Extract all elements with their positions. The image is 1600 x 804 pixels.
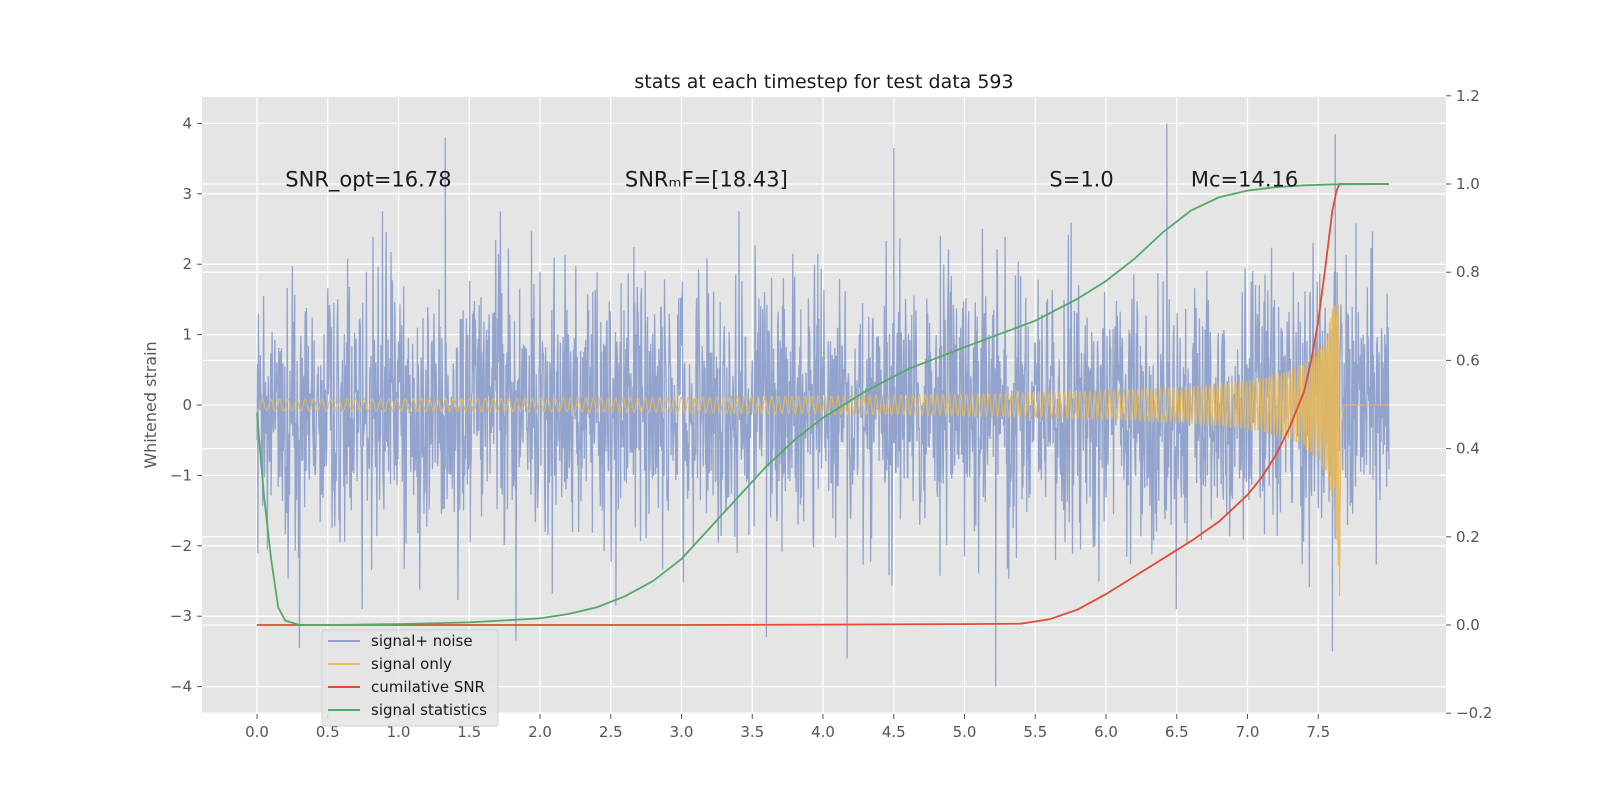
x-tick-label: 5.5 bbox=[1023, 723, 1047, 741]
x-tick-label: 0.0 bbox=[245, 723, 269, 741]
legend-label: signal statistics bbox=[371, 701, 487, 719]
plot-area bbox=[256, 123, 1390, 687]
y-right-tick-label: 0.8 bbox=[1456, 263, 1480, 281]
chart-title: stats at each timestep for test data 593 bbox=[634, 71, 1013, 93]
x-tick-label: 3.0 bbox=[670, 723, 694, 741]
y-tick-label: −4 bbox=[170, 678, 192, 696]
y-tick-label: 3 bbox=[182, 185, 192, 203]
x-tick-label: 6.0 bbox=[1094, 723, 1118, 741]
x-tick-label: 4.0 bbox=[811, 723, 835, 741]
y-right-tick-label: 0.2 bbox=[1456, 528, 1480, 546]
legend-box bbox=[321, 629, 499, 727]
series-signal-only bbox=[256, 300, 1389, 597]
y-axis-label: Whitened strain bbox=[141, 341, 160, 468]
x-tick-label: 4.5 bbox=[882, 723, 906, 741]
x-tick-label: 1.0 bbox=[387, 723, 411, 741]
series-signal-noise bbox=[256, 123, 1390, 687]
legend: signal+ noise signal only cumilative SNR si… bbox=[321, 629, 499, 727]
x-tick-label: 0.5 bbox=[316, 723, 340, 741]
x-tick-label: 2.0 bbox=[528, 723, 552, 741]
y-tick-label: 4 bbox=[182, 114, 192, 132]
series-cumulative-snr bbox=[257, 183, 1389, 626]
y-tick-label: −1 bbox=[170, 466, 192, 484]
x-tick-label: 3.5 bbox=[740, 723, 764, 741]
y-right-tick-label: 0.4 bbox=[1456, 440, 1480, 458]
y-right-tick-label: 1.2 bbox=[1456, 87, 1480, 105]
x-tick-label: 6.5 bbox=[1165, 723, 1189, 741]
annotation-3: Mᴄ=14.16 bbox=[1191, 168, 1298, 192]
annotations: SNR_opt=16.78 SNRₘF=[18.43] S=1.0 Mᴄ=14.16 bbox=[285, 168, 1298, 193]
y-right-tick-label: 0.6 bbox=[1456, 351, 1480, 369]
x-tick-label: 2.5 bbox=[599, 723, 623, 741]
legend-label: signal+ noise bbox=[371, 632, 473, 650]
y-tick-label: −2 bbox=[170, 537, 192, 555]
y-right-tick-label: 0.0 bbox=[1456, 616, 1480, 634]
y-tick-label: −3 bbox=[170, 607, 192, 625]
axes: 0.0 0.5 1.0 1.5 2.0 2.5 3.0 3.5 4.0 4.5 5.0 5.5 6.0 6… bbox=[170, 87, 1493, 741]
x-tick-label: 7.0 bbox=[1236, 723, 1260, 741]
annotation-1: SNRₘF=[18.43] bbox=[625, 168, 788, 192]
y-right-tick-label: 1.0 bbox=[1456, 175, 1480, 193]
annotation-2: S=1.0 bbox=[1049, 168, 1113, 192]
y-tick-label: 2 bbox=[182, 255, 192, 273]
y-tick-label: 1 bbox=[182, 326, 192, 344]
x-tick-label: 1.5 bbox=[457, 723, 481, 741]
series-signal-statistics bbox=[256, 183, 1390, 626]
y-right-tick-label: −0.2 bbox=[1456, 704, 1492, 722]
x-tick-label: 7.5 bbox=[1306, 723, 1330, 741]
annotation-0: SNR_opt=16.78 bbox=[285, 168, 451, 193]
legend-label: cumilative SNR bbox=[371, 678, 485, 696]
x-tick-label: 5.0 bbox=[953, 723, 977, 741]
y-tick-label: 0 bbox=[182, 396, 192, 414]
legend-label: signal only bbox=[371, 655, 452, 673]
